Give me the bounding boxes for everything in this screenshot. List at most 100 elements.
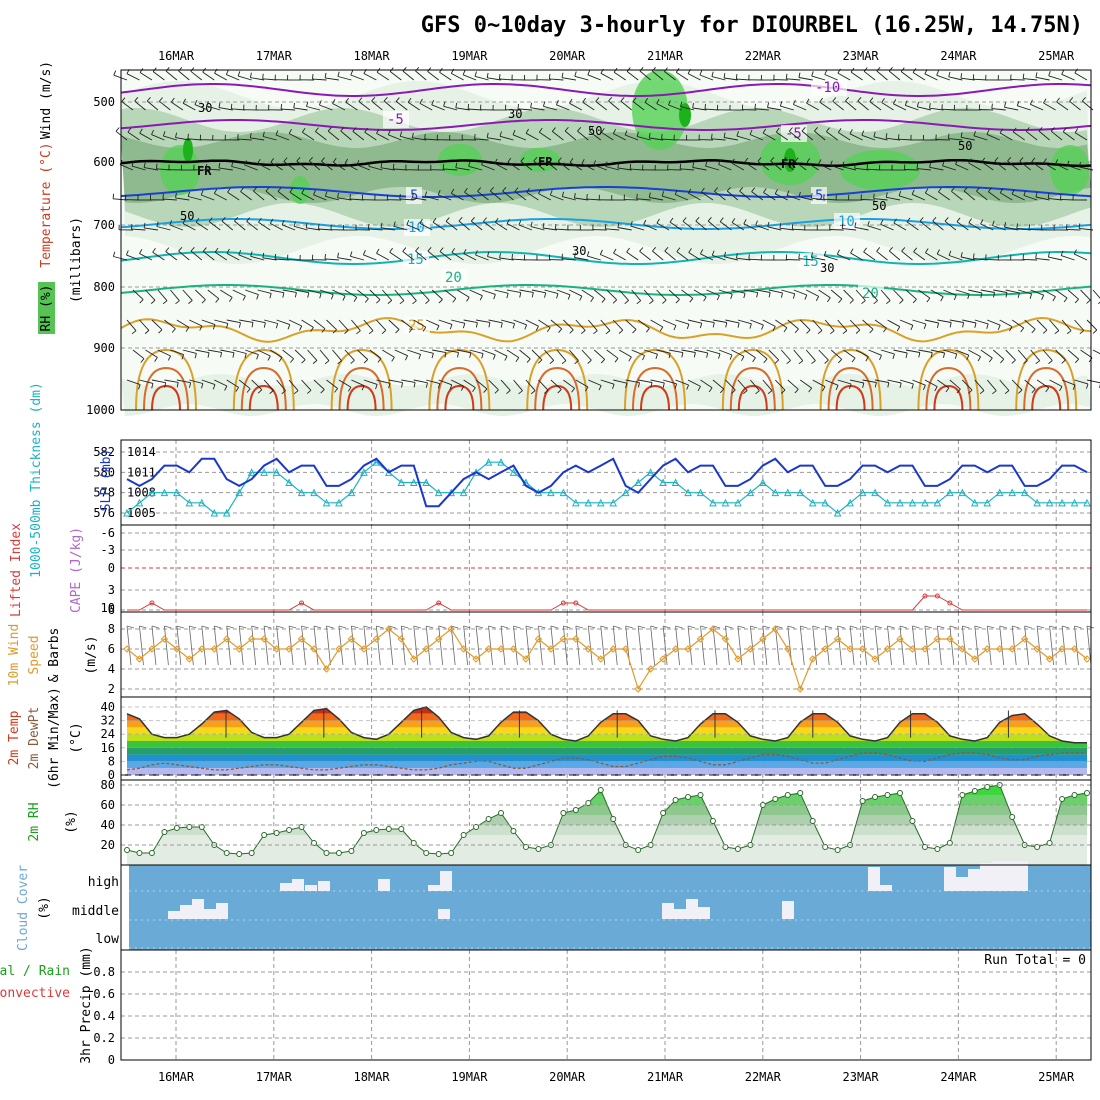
- wind-barb-flag: [175, 132, 178, 138]
- wind-barb: [469, 289, 483, 297]
- wind-barb-flag: [763, 358, 768, 364]
- wind-barb-flag: [237, 134, 239, 140]
- wind10-barb: [213, 625, 219, 666]
- wind-barb-flag: [851, 357, 856, 363]
- temp-band-cold: [127, 768, 1087, 775]
- date-label-top: 24MAR: [940, 49, 977, 63]
- wind-barb-flag: [770, 157, 775, 162]
- wind-barb-flag: [808, 387, 813, 393]
- wind-barb: [1049, 379, 1063, 387]
- wind-barb-flag: [474, 133, 476, 139]
- wind-barb-flag: [408, 328, 413, 333]
- wind-barb-flag: [662, 382, 665, 388]
- wind-barb-flag: [306, 101, 309, 107]
- wind-barb-flag: [515, 357, 520, 362]
- wind10-barb-flag: [239, 625, 247, 629]
- wind-barb-flag: [741, 356, 745, 362]
- li-tick-label: 6: [108, 603, 115, 617]
- rh2m-point: [934, 846, 941, 852]
- wind-barb-flag: [785, 73, 788, 79]
- wind-barb: [306, 227, 321, 231]
- wind-barb-flag: [991, 103, 993, 109]
- wind-barb: [1010, 79, 1025, 81]
- wind10-barb-flag: [313, 625, 322, 629]
- wind-barb-flag: [751, 187, 756, 192]
- chart-title: GFS 0~10day 3-hourly for DIOURBEL (16.25…: [421, 13, 1083, 38]
- wind-barb: [904, 169, 919, 171]
- wind-barb-flag: [686, 324, 690, 330]
- thickness-point: [995, 488, 1004, 497]
- thickness-point: [621, 488, 630, 497]
- wind-barb: [246, 221, 258, 231]
- wind10-barb-flag: [812, 625, 820, 629]
- wind-barb: [220, 289, 233, 298]
- pressure-tick-label: 800: [93, 280, 115, 294]
- wind10-barb-flag: [264, 625, 272, 629]
- wind10-barb: [712, 625, 718, 666]
- rh2m-point: [597, 787, 604, 793]
- wind-barb-flag: [775, 127, 780, 133]
- boundary-layer-isotherm: [444, 384, 475, 411]
- wind-barb: [214, 319, 228, 324]
- wind-barb-flag: [344, 158, 348, 164]
- wind10-point: [410, 655, 418, 663]
- wind-barb: [415, 70, 427, 81]
- wind-barb: [318, 228, 333, 231]
- thickness-point: [297, 488, 306, 497]
- wind-barb-flag: [932, 217, 937, 222]
- wind-barb-flag: [637, 382, 640, 388]
- wind-barb: [600, 254, 614, 261]
- wind-barb-flag: [290, 358, 294, 363]
- precip-frame: [120, 949, 1092, 1061]
- rh2m-point: [186, 824, 193, 830]
- li-point: [934, 593, 940, 599]
- wind-barb-flag: [455, 162, 458, 168]
- wind-barb: [974, 379, 985, 391]
- wind-barb: [780, 349, 791, 361]
- rh2m-point: [535, 846, 542, 852]
- wind-barb-flag: [896, 326, 901, 332]
- dewpoint-line: [126, 752, 1087, 771]
- middle-cloud-bar: [204, 909, 216, 919]
- wind-barb-flag: [458, 217, 463, 222]
- rh2m-point: [822, 844, 829, 850]
- wind10-barb: [1074, 625, 1079, 666]
- wind-barb-flag: [392, 163, 395, 170]
- wind-barb: [680, 168, 695, 171]
- wind-barb-flag: [525, 128, 529, 134]
- wind10-barb-flag: [1061, 625, 1070, 629]
- wind-barb-flag: [581, 158, 585, 164]
- wind-barb: [581, 163, 595, 171]
- wind-barb: [980, 349, 993, 359]
- wind-barb-flag: [923, 323, 927, 329]
- wind-barb: [589, 131, 602, 141]
- wind-barb-flag: [345, 97, 349, 103]
- wind-barb-flag: [810, 252, 813, 258]
- wind-barb: [701, 191, 714, 201]
- wind-barb: [1067, 289, 1079, 300]
- thickness-point: [1083, 498, 1091, 507]
- wind-barb: [333, 161, 346, 171]
- wind-barb: [652, 70, 664, 81]
- wind-barb: [451, 319, 465, 324]
- wind-barb: [426, 379, 440, 385]
- cape-tick-label: 10: [101, 601, 115, 615]
- ylabel-2m-rh: 2m RH: [27, 802, 42, 841]
- wind-barb: [251, 379, 263, 391]
- ylabel-wind-units: (m/s): [84, 635, 99, 674]
- wind-barb-flag: [154, 357, 158, 362]
- wind-barb: [887, 379, 902, 384]
- wind-barb-flag: [888, 247, 893, 252]
- wind-barb: [190, 250, 203, 261]
- wind-barb-flag: [693, 352, 696, 358]
- wind-barb: [151, 319, 163, 331]
- boundary-layer-isotherm: [534, 366, 581, 411]
- wind-barb: [368, 165, 383, 171]
- wind-barb-flag: [278, 357, 283, 362]
- wind-barb: [294, 349, 306, 361]
- wind-barb: [843, 349, 856, 359]
- wind-barb-flag: [876, 247, 881, 252]
- wind-barb: [968, 289, 983, 294]
- wind-barb: [712, 319, 727, 323]
